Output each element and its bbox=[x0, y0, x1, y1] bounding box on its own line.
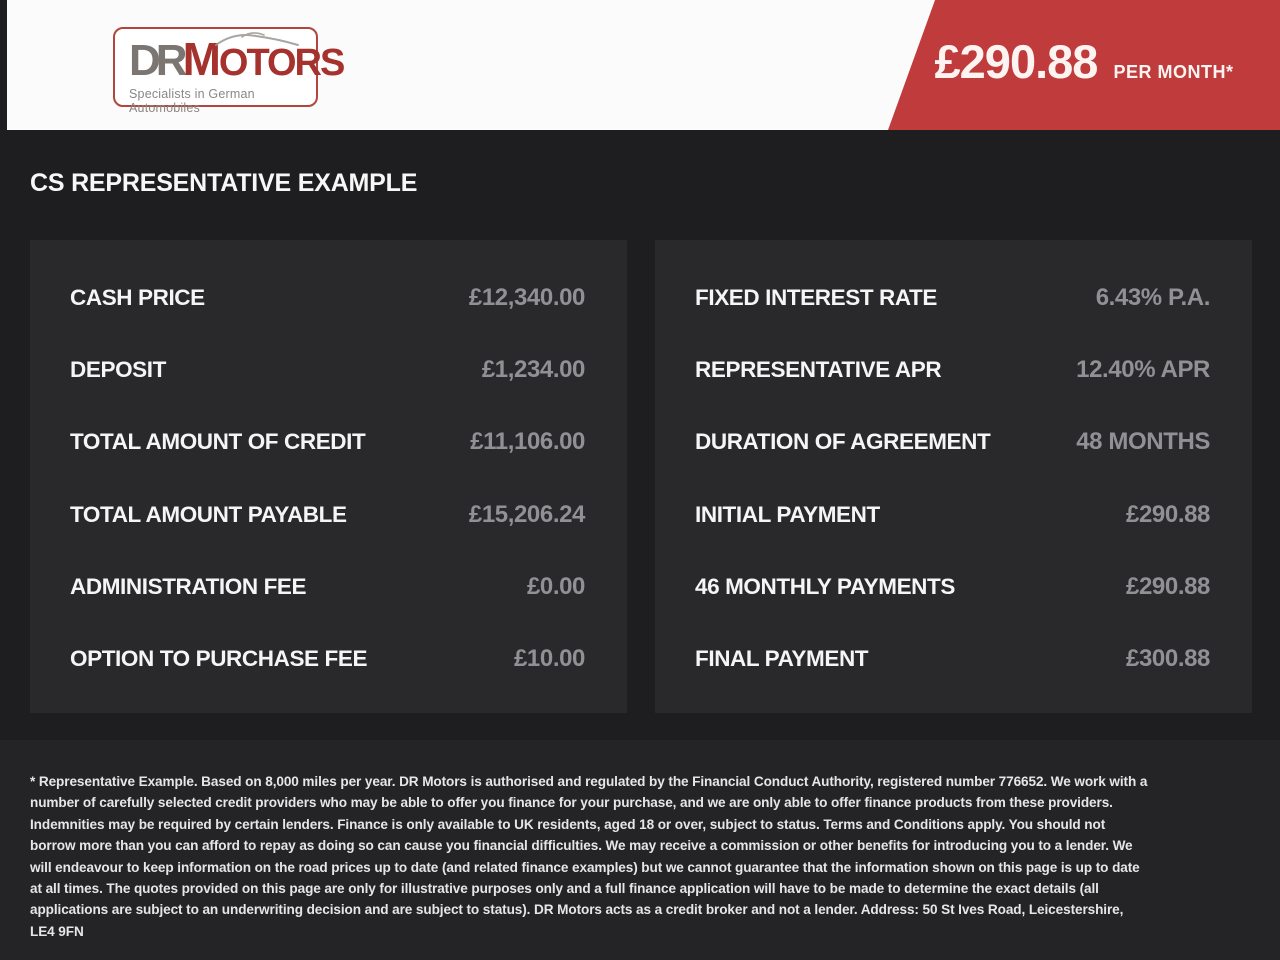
disclaimer-section: * Representative Example. Based on 8,000… bbox=[0, 740, 1280, 960]
finance-panels: CASH PRICE £12,340.00 DEPOSIT £1,234.00 … bbox=[30, 240, 1252, 713]
row-label: CASH PRICE bbox=[70, 285, 205, 310]
row-value: £11,106.00 bbox=[470, 428, 585, 456]
row-value: £1,234.00 bbox=[481, 356, 586, 384]
row-value: £15,206.24 bbox=[468, 500, 586, 528]
row-label: DEPOSIT bbox=[70, 357, 166, 383]
dr-motors-logo: DRMOTORS Specialists in German Automobil… bbox=[113, 27, 345, 115]
row-value: 12.40% APR bbox=[1076, 356, 1210, 384]
row-total-amount-payable: TOTAL AMOUNT PAYABLE £15,206.24 bbox=[70, 501, 585, 529]
price-amount: £290.88 bbox=[934, 35, 1099, 88]
row-label: DURATION OF AGREEMENT bbox=[695, 429, 991, 455]
logo-brand-otors: OTORS bbox=[218, 42, 345, 84]
row-value: £290.88 bbox=[1126, 500, 1210, 528]
page-title: CS REPRESENTATIVE EXAMPLE bbox=[30, 169, 418, 197]
row-label: 46 MONTHLY PAYMENTS bbox=[695, 573, 955, 599]
row-option-to-purchase-fee: OPTION TO PURCHASE FEE £10.00 bbox=[70, 645, 585, 673]
logo-tagline: Specialists in German Automobiles bbox=[129, 87, 255, 115]
row-initial-payment: INITIAL PAYMENT £290.88 bbox=[695, 501, 1210, 529]
finance-panel-right: FIXED INTEREST RATE 6.43% P.A. REPRESENT… bbox=[655, 240, 1252, 713]
row-label: TOTAL AMOUNT PAYABLE bbox=[70, 501, 347, 527]
row-total-amount-of-credit: TOTAL AMOUNT OF CREDIT £11,106.00 bbox=[70, 428, 585, 456]
car-silhouette-icon bbox=[215, 32, 299, 46]
logo-brand-m: M bbox=[182, 33, 221, 85]
row-monthly-payments: 46 MONTHLY PAYMENTS £290.88 bbox=[695, 573, 1210, 601]
row-label: FIXED INTEREST RATE bbox=[695, 285, 937, 310]
row-value: £0.00 bbox=[526, 572, 585, 600]
row-label: FINAL PAYMENT bbox=[695, 645, 869, 671]
row-final-payment: FINAL PAYMENT £300.88 bbox=[695, 645, 1210, 673]
row-value: 48 MONTHS bbox=[1076, 428, 1210, 456]
row-label: REPRESENTATIVE APR bbox=[695, 357, 942, 383]
row-label: ADMINISTRATION FEE bbox=[70, 573, 307, 599]
row-value: £290.88 bbox=[1126, 572, 1210, 600]
row-value: 6.43% P.A. bbox=[1095, 284, 1211, 311]
left-edge-strip bbox=[0, 0, 7, 130]
row-cash-price: CASH PRICE £12,340.00 bbox=[70, 284, 585, 312]
finance-panel-left: CASH PRICE £12,340.00 DEPOSIT £1,234.00 … bbox=[30, 240, 627, 713]
logo-brand-dr: DR bbox=[129, 36, 188, 85]
row-value: £10.00 bbox=[513, 644, 585, 672]
row-label: INITIAL PAYMENT bbox=[695, 501, 880, 527]
row-label: TOTAL AMOUNT OF CREDIT bbox=[70, 429, 366, 455]
price-period: PER MONTH* bbox=[1113, 62, 1234, 82]
row-administration-fee: ADMINISTRATION FEE £0.00 bbox=[70, 573, 585, 601]
row-duration-of-agreement: DURATION OF AGREEMENT 48 MONTHS bbox=[695, 428, 1210, 456]
row-value: £12,340.00 bbox=[468, 284, 586, 311]
logo-brand-line: DRMOTORS bbox=[129, 32, 345, 84]
row-value: £300.88 bbox=[1126, 644, 1210, 672]
row-deposit: DEPOSIT £1,234.00 bbox=[70, 356, 585, 384]
row-label: OPTION TO PURCHASE FEE bbox=[70, 645, 368, 671]
disclaimer-text: * Representative Example. Based on 8,000… bbox=[30, 774, 1148, 939]
row-fixed-interest-rate: FIXED INTEREST RATE 6.43% P.A. bbox=[695, 284, 1210, 312]
price-banner: £290.88 PER MONTH* bbox=[888, 0, 1280, 130]
page-header: DRMOTORS Specialists in German Automobil… bbox=[0, 0, 1280, 130]
row-representative-apr: REPRESENTATIVE APR 12.40% APR bbox=[695, 356, 1210, 384]
